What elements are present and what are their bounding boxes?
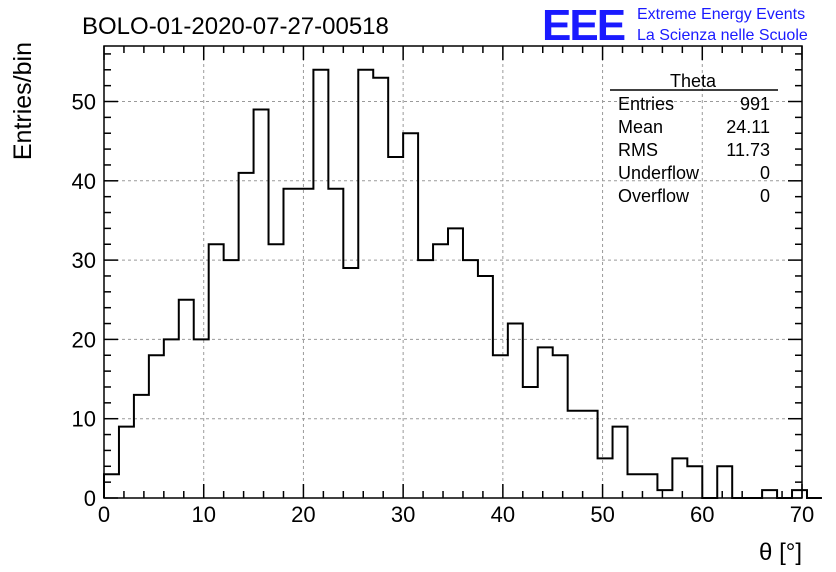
stats-value-overflow: 0 xyxy=(760,186,770,206)
histogram-line xyxy=(103,68,822,499)
y-tick-label: 50 xyxy=(72,90,96,115)
x-tick-label: 60 xyxy=(690,502,714,527)
stats-label-mean: Mean xyxy=(618,117,663,137)
x-tick-label: 30 xyxy=(391,502,415,527)
stats-label-rms: RMS xyxy=(618,140,658,160)
chart-title: BOLO-01-2020-07-27-00518 xyxy=(82,13,389,40)
x-tick-label: 70 xyxy=(790,502,814,527)
y-axis-label: Entries/bin xyxy=(9,42,37,160)
stats-label-overflow: Overflow xyxy=(618,186,690,206)
axis-ticks: 0 10 20 30 40 50 60 70 0 10 20 30 40 50 xyxy=(72,46,814,527)
x-tick-label: 0 xyxy=(98,502,110,527)
logo-line-2: La Scienza nelle Scuole xyxy=(637,27,808,44)
x-tick-label: 10 xyxy=(191,502,215,527)
stats-label-underflow: Underflow xyxy=(618,163,700,183)
x-tick-label: 40 xyxy=(491,502,515,527)
y-tick-label: 10 xyxy=(72,407,96,432)
plot-frame xyxy=(103,45,803,499)
logo-line-1: Extreme Energy Events xyxy=(637,6,805,23)
y-tick-label: 20 xyxy=(72,327,96,352)
eee-logo: EEE Extreme Energy Events La Scienza nel… xyxy=(542,1,808,50)
stats-value-mean: 24.11 xyxy=(726,117,770,137)
stats-value-rms: 11.73 xyxy=(726,140,770,160)
x-tick-label: 50 xyxy=(590,502,614,527)
grid-lines xyxy=(104,46,802,498)
stats-value-entries: 991 xyxy=(740,94,770,114)
y-tick-label: 40 xyxy=(72,169,96,194)
x-axis-label: θ [°] xyxy=(759,539,802,566)
stats-title: Theta xyxy=(670,71,717,91)
stats-label-entries: Entries xyxy=(618,94,674,114)
eee-logo-text: EEE xyxy=(542,1,625,50)
y-tick-label: 30 xyxy=(72,248,96,273)
x-tick-label: 20 xyxy=(291,502,315,527)
stats-value-underflow: 0 xyxy=(760,163,770,183)
stats-box: Theta Entries 991 Mean 24.11 RMS 11.73 U… xyxy=(610,71,778,206)
y-tick-label: 0 xyxy=(84,486,96,511)
